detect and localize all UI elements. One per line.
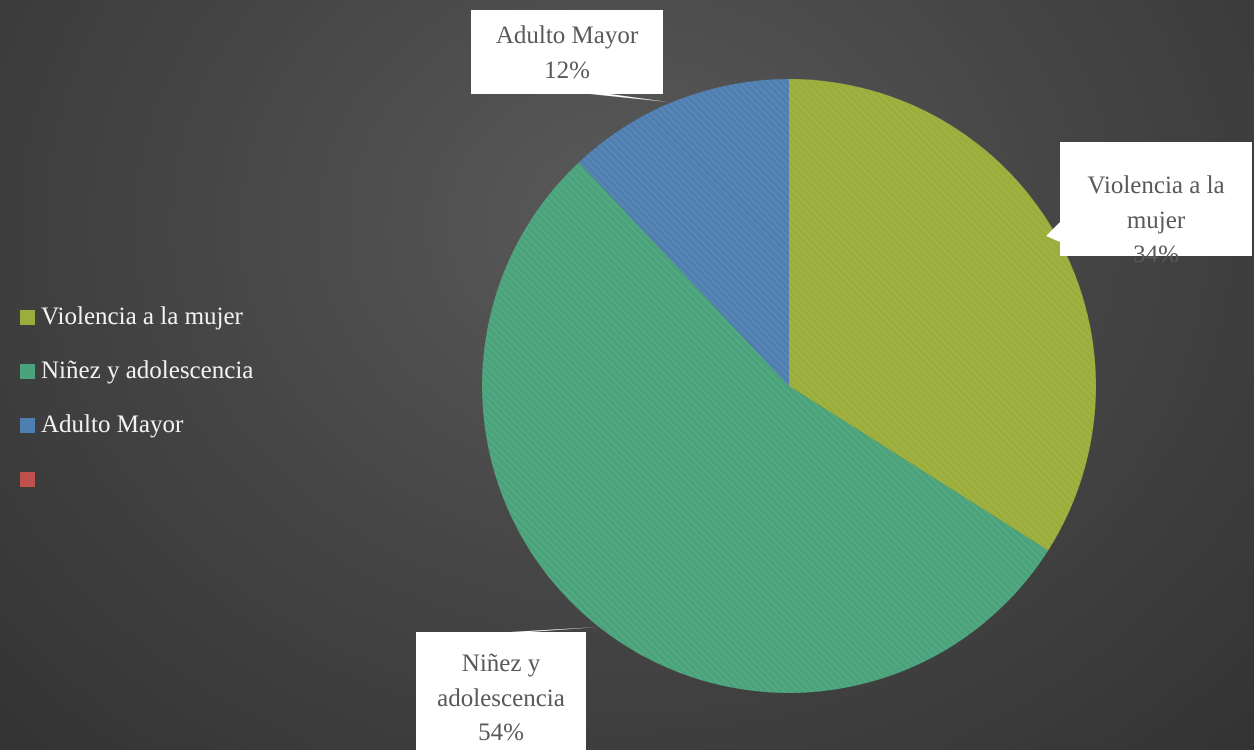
- data-label-category: Adulto Mayor: [496, 22, 639, 49]
- data-label-pointer: [1046, 222, 1060, 242]
- pie-slice-texture: [789, 79, 1096, 551]
- data-label-pointer: [590, 94, 668, 102]
- data-label-box: [471, 10, 663, 94]
- data-label-category: Violencia a la: [1087, 172, 1224, 199]
- legend-swatch: [20, 363, 35, 379]
- legend-item: [20, 452, 253, 506]
- data-label-value: 12%: [544, 57, 590, 84]
- data-label-value: 54%: [478, 719, 524, 746]
- legend-swatch: [20, 309, 35, 325]
- legend-label: Niñez y adolescencia: [41, 357, 254, 384]
- legend-swatch: [20, 417, 35, 433]
- pie-slice-texture: [481, 162, 1049, 694]
- legend-label: Adulto Mayor: [41, 411, 184, 438]
- legend-label: Violencia a la mujer: [41, 303, 243, 330]
- pie-slice-texture: [578, 79, 789, 386]
- data-label-category: adolescencia: [437, 685, 565, 712]
- data-label-category: Niñez y: [462, 650, 541, 677]
- data-label: Niñez y adolescencia 54%: [416, 627, 598, 750]
- data-label-box: [1060, 142, 1252, 256]
- legend-item: Violencia a la mujer: [20, 290, 253, 344]
- legend: Violencia a la mujer Niñez y adolescenci…: [20, 290, 253, 506]
- legend-item: Niñez y adolescencia: [20, 344, 253, 398]
- legend-swatch: [20, 471, 35, 487]
- data-label-box: [416, 632, 586, 750]
- data-label: Violencia a la mujer 34%: [1046, 142, 1252, 268]
- data-label-category: mujer: [1127, 207, 1186, 234]
- data-label-value: 34%: [1133, 241, 1179, 268]
- legend-item: Adulto Mayor: [20, 398, 253, 452]
- data-label-pointer: [510, 627, 598, 632]
- data-label: Adulto Mayor 12%: [471, 10, 668, 102]
